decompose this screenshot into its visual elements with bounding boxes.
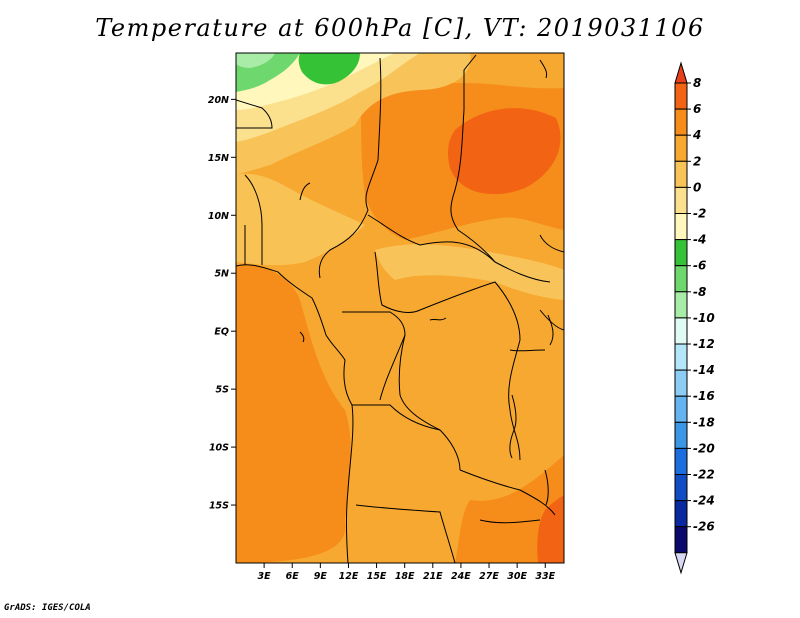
colorbar-box <box>674 239 688 267</box>
border-chad-sudan <box>450 109 551 283</box>
colorbar-label: 4 <box>692 128 701 142</box>
colorbar-label: 2 <box>693 154 701 168</box>
lon-tick-label: 27E <box>479 571 499 582</box>
lon-tick-label: 15E <box>367 571 387 582</box>
lake-malawi <box>544 469 549 506</box>
colorbar-label: -20 <box>693 441 715 455</box>
lat-tick-label: 5N <box>214 269 229 280</box>
colorbar-box <box>674 291 688 319</box>
colorbar-label: -26 <box>693 520 715 534</box>
colorbar-label: -24 <box>693 494 715 508</box>
border-mali-niger <box>236 99 273 129</box>
border-libya <box>463 54 477 110</box>
colorbar-box <box>674 526 688 554</box>
colorbar-label: -10 <box>693 311 715 325</box>
latitude-axis: 20N 15N 10N 5N EQ 5S 10S 15S <box>208 95 236 512</box>
country-borders <box>236 54 564 563</box>
lon-tick-label: 21E <box>423 571 443 582</box>
colorbar-box <box>674 343 688 371</box>
colorbar-box <box>674 108 688 136</box>
map-title: Temperature at 600hPa [C], VT: 201903110… <box>95 14 705 42</box>
lon-tick-label: 24E <box>451 571 471 582</box>
lat-tick-label: 10S <box>209 443 229 454</box>
colorbar-label: 8 <box>693 76 701 90</box>
colorbar-box <box>674 186 688 214</box>
longitude-axis: 3E 6E 9E 12E 15E 18E 21E 24E 27E 30E 33E <box>258 563 556 582</box>
lon-tick-label: 30E <box>507 571 527 582</box>
border-car-north <box>367 214 496 263</box>
colorbar-box <box>674 265 688 293</box>
colorbar-box <box>674 160 688 188</box>
colorbar-box <box>674 213 688 241</box>
border-egypt-coast <box>539 59 548 79</box>
lat-tick-label: 5S <box>216 385 230 396</box>
field-band-neg6-neg4 <box>298 53 360 85</box>
colorbar-box <box>674 134 688 162</box>
field-band-neg10-neg8 <box>236 53 275 68</box>
lon-tick-label: 3E <box>258 571 272 582</box>
field-band-4-6-south <box>455 455 564 563</box>
lat-tick-label: EQ <box>214 327 229 338</box>
lon-tick-label: 6E <box>286 571 300 582</box>
border-drc-west <box>398 334 441 431</box>
border-zambia <box>459 469 556 516</box>
colorbar-label: -2 <box>693 207 706 221</box>
coastline <box>236 264 354 563</box>
field-band-0-2-central <box>375 244 564 300</box>
colorbar-label: -18 <box>693 415 715 429</box>
colorbar-label: -14 <box>693 363 715 377</box>
colorbar-label: -6 <box>693 259 706 273</box>
lake-tanganyika <box>509 394 517 459</box>
colorbar-box <box>674 317 688 345</box>
border-south-sudan <box>539 234 564 253</box>
border-angola-south <box>355 504 456 563</box>
field-band-0-2-west <box>236 173 365 266</box>
colorbar-label: -12 <box>693 337 715 351</box>
colorbar-box <box>674 474 688 502</box>
lake-victoria <box>547 314 554 346</box>
colorbar-label: -16 <box>693 389 715 403</box>
colorbar-label: 6 <box>693 102 701 116</box>
colorbar-label: 0 <box>693 180 701 194</box>
border-nigeria-niger <box>299 182 311 201</box>
border-zimbabwe <box>479 519 541 524</box>
border-niger-chad <box>318 57 382 279</box>
field-band-6-8-core <box>447 108 561 195</box>
lat-tick-label: 15S <box>209 501 229 512</box>
field-band-4-6-west <box>236 264 351 563</box>
lake-shore <box>429 317 447 321</box>
lat-tick-label: 15N <box>208 153 229 164</box>
border-angola <box>352 404 461 471</box>
colorbar-box <box>674 447 688 475</box>
colorbar-box <box>674 82 688 110</box>
colorbar-box <box>674 421 688 449</box>
border-car-drc <box>419 281 521 341</box>
colorbar: 8 6 4 2 0 -2 -4 -6 -8 -10 -12 -14 -16 -18 -20 -22 -24 -26 <box>674 61 715 575</box>
colorbar-box <box>674 395 688 423</box>
colorbar-max-triangle <box>674 61 688 84</box>
lon-tick-label: 33E <box>535 571 555 582</box>
lon-tick-label: 9E <box>314 571 328 582</box>
border-cameroon-car <box>374 251 421 313</box>
colorbar-label: -4 <box>693 233 706 247</box>
lon-tick-label: 18E <box>395 571 415 582</box>
colorbar-box <box>674 500 688 528</box>
grads-credit: GrADS: IGES/COLA <box>4 603 91 613</box>
border-tanzania <box>509 349 546 352</box>
colorbar-label: -22 <box>693 468 715 482</box>
field-band-6-8-south <box>537 495 564 563</box>
map-frame <box>235 52 565 564</box>
colorbar-label: -8 <box>693 285 706 299</box>
lat-tick-label: 20N <box>208 95 229 106</box>
island-bioko <box>299 331 305 343</box>
temperature-field <box>236 53 564 563</box>
border-uganda <box>539 309 564 331</box>
lat-tick-label: 10N <box>208 211 229 222</box>
lon-tick-label: 12E <box>339 571 359 582</box>
colorbar-box <box>674 369 688 397</box>
colorbar-min-triangle <box>674 552 688 575</box>
border-benin <box>244 174 263 265</box>
border-drc-east <box>508 339 521 461</box>
